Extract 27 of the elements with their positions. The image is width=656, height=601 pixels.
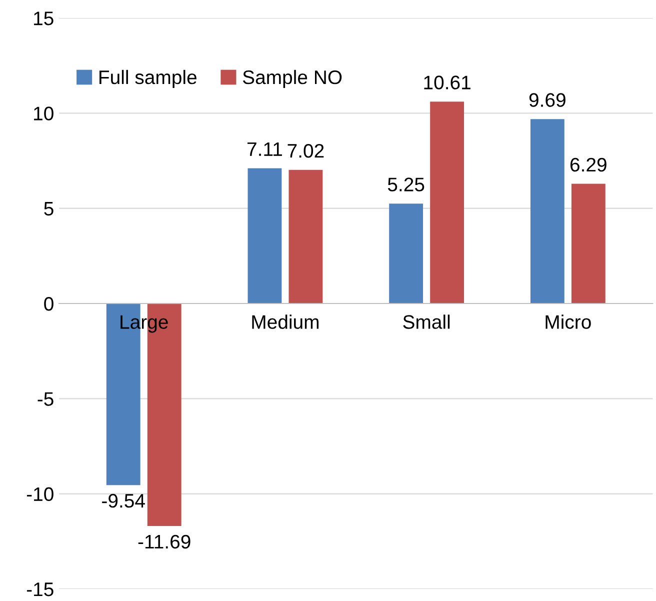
data-label: 10.61 xyxy=(424,76,470,90)
y-tick-label: 5 xyxy=(44,202,54,216)
data-label: -9.54 xyxy=(102,494,145,508)
bar xyxy=(248,168,282,304)
y-tick-label: 10 xyxy=(34,106,54,120)
data-label: 5.25 xyxy=(388,178,424,192)
data-label: -11.69 xyxy=(138,534,190,549)
data-label: 7.02 xyxy=(288,144,324,158)
data-label: 9.69 xyxy=(529,93,566,107)
data-label: 7.11 xyxy=(248,142,282,156)
bar xyxy=(571,184,606,304)
x-tick-label: Small xyxy=(403,314,450,329)
y-tick-label: -10 xyxy=(26,487,54,502)
x-tick-label: Medium xyxy=(252,314,318,329)
x-tick-label: Large xyxy=(120,315,168,333)
y-tick-label: 0 xyxy=(44,296,54,311)
x-tick-label: Micro xyxy=(546,314,591,329)
bar xyxy=(288,170,323,304)
legend-label: Sample NO xyxy=(242,70,342,88)
y-tick-label: 15 xyxy=(34,12,54,26)
bar xyxy=(530,119,564,304)
legend-label: Full sample xyxy=(100,70,196,88)
bar xyxy=(389,204,424,304)
data-label: 6.29 xyxy=(570,158,606,172)
y-tick-label: -5 xyxy=(38,392,54,406)
y-tick-label: -15 xyxy=(26,582,54,596)
bar xyxy=(430,102,464,304)
